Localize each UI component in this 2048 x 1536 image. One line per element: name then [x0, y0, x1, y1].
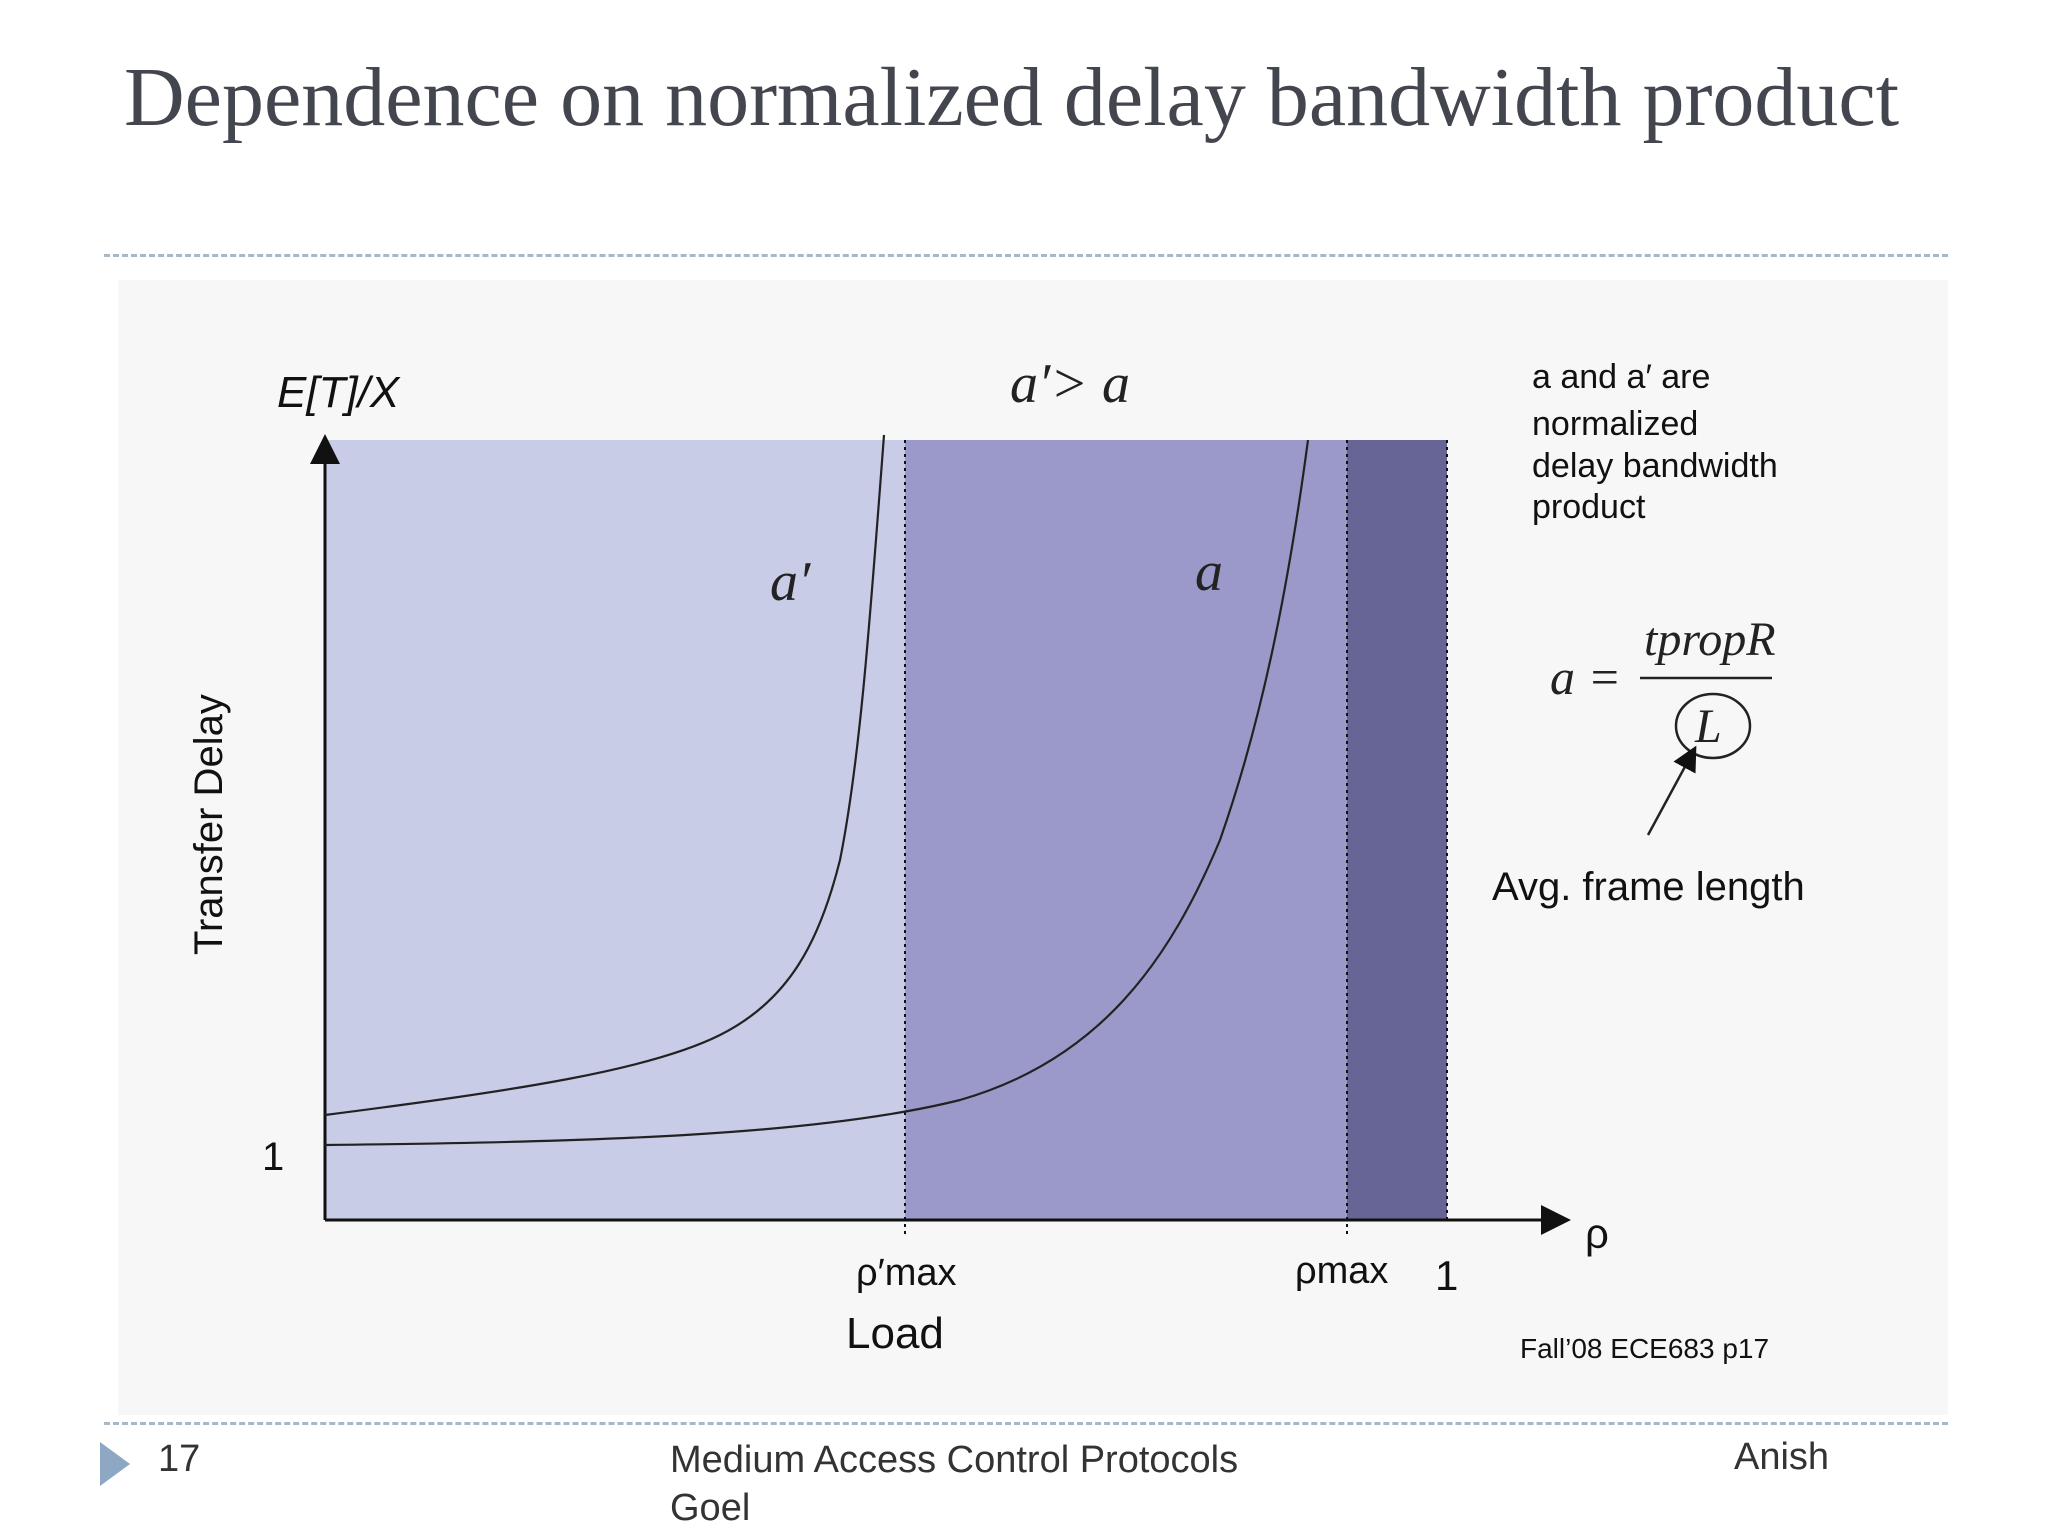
x-tick-rho-prime-max: ρ′max — [856, 1252, 957, 1294]
header-relation: a′> a — [1010, 353, 1130, 415]
page-title: Dependence on normalized delay bandwidth… — [124, 51, 1900, 144]
title-divider — [104, 254, 1948, 257]
region-medium — [905, 440, 1347, 1220]
y-axis-label: Transfer Delay — [187, 694, 231, 955]
footer-arrow-icon — [100, 1442, 130, 1486]
curve-a-label: a — [1195, 541, 1223, 603]
formula-denominator: L — [1694, 700, 1722, 753]
region-light — [325, 440, 905, 1220]
note-line-1: a and a′ are — [1532, 358, 1710, 396]
figure-source: Fall’08 ECE683 p17 — [1520, 1333, 1769, 1364]
formula-denominator-circle — [1674, 692, 1752, 760]
formula-numerator: tpropR — [1644, 613, 1776, 666]
footer-author: Anish — [1734, 1436, 1830, 1478]
region-dark — [1347, 440, 1447, 1220]
note-line-2: normalized — [1532, 405, 1698, 443]
y-tick-one: 1 — [262, 1135, 284, 1179]
x-axis-end-label: ρ — [1585, 1210, 1609, 1257]
footer-divider — [104, 1422, 1948, 1425]
slide-number: 17 — [158, 1438, 201, 1480]
formula-callout-label: Avg. frame length — [1492, 865, 1805, 909]
note-line-4: product — [1532, 488, 1646, 526]
x-axis-label: Load — [846, 1309, 944, 1358]
x-tick-rho-max: ρmax — [1295, 1250, 1388, 1292]
curve-a — [324, 439, 1310, 1147]
curve-a-prime — [324, 434, 886, 1117]
footer-course-title: Medium Access Control Protocols Goel — [670, 1439, 1239, 1529]
note-line-3: delay bandwidth — [1532, 447, 1778, 485]
curve-a-prime-label: a′ — [770, 551, 811, 613]
x-tick-one: 1 — [1435, 1252, 1458, 1299]
y-axis-top-label: E[T]/X — [277, 368, 401, 417]
formula-callout-arrow — [1646, 745, 1697, 836]
formula-lhs: a = — [1550, 649, 1621, 705]
